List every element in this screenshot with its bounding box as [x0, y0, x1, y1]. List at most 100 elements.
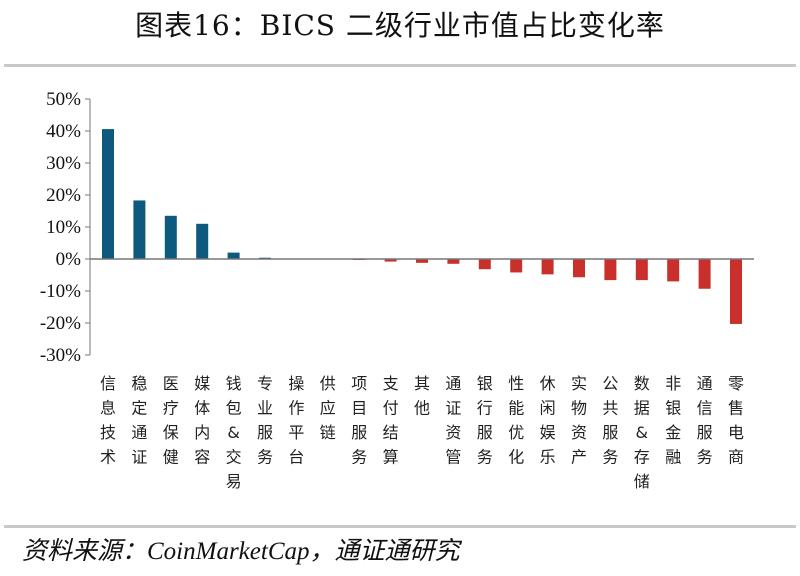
x-tick-label: 台	[288, 448, 304, 467]
x-tick-label: 电	[728, 423, 744, 442]
x-tick-label: 医	[163, 374, 179, 393]
x-tick-label: 务	[351, 448, 367, 467]
x-tick-label: 融	[665, 448, 681, 467]
x-tick-label: 服	[257, 423, 273, 442]
x-tick-label: 务	[697, 448, 713, 467]
x-tick-label: 容	[194, 448, 210, 467]
x-tick-label: 务	[257, 448, 273, 467]
x-tick-label: 专	[257, 374, 273, 393]
x-tick-label: 疗	[163, 399, 179, 418]
y-tick-label: 0%	[56, 249, 82, 270]
x-tick-label: 信	[697, 399, 713, 418]
x-tick-label: 息	[100, 399, 116, 418]
bar-chart: 50%40%30%20%10%0%-10%-20%-30%信息技术稳定通证医疗保…	[40, 89, 754, 491]
x-tick-label: 务	[477, 448, 493, 467]
bar	[698, 259, 711, 289]
x-tick-label: 证	[131, 448, 147, 467]
x-tick-label: 服	[602, 423, 618, 442]
x-tick-label: 物	[571, 399, 587, 418]
x-tick-label: 实	[571, 374, 587, 393]
x-tick-label: 业	[257, 399, 273, 418]
x-tick-label: 管	[445, 448, 461, 467]
x-tick-label: 化	[508, 448, 524, 467]
bar	[416, 259, 428, 263]
x-tick-label: 共	[602, 399, 618, 418]
bar	[604, 259, 617, 281]
x-tick-label: 付	[383, 399, 399, 418]
x-tick-label: 服	[351, 423, 367, 442]
bar	[730, 259, 742, 324]
bar	[227, 252, 240, 259]
bar	[196, 223, 209, 259]
x-tick-label: 钱	[226, 374, 242, 393]
bottom-divider	[4, 525, 796, 528]
x-tick-label: 服	[697, 423, 713, 442]
x-tick-label: 闲	[540, 399, 556, 418]
chart-title: 图表16：BICS 二级行业市值占比变化率	[135, 9, 665, 42]
x-tick-label: 能	[508, 399, 524, 418]
y-tick-label: -20%	[40, 313, 81, 334]
x-tick-label: 售	[728, 399, 744, 418]
x-tick-label: 资	[571, 423, 587, 442]
x-tick-label: 据	[634, 399, 650, 418]
bar	[667, 259, 680, 282]
x-tick-label: 金	[665, 423, 681, 442]
x-tick-label: 证	[445, 399, 461, 418]
x-tick-label: 技	[100, 423, 116, 442]
x-tick-label: 算	[383, 448, 399, 467]
x-tick-label: 银	[665, 399, 681, 418]
x-tick-label: 应	[320, 399, 336, 418]
y-tick-label: -10%	[40, 281, 81, 302]
y-tick-label: 40%	[46, 121, 81, 142]
bar	[133, 200, 146, 259]
x-tick-label: 性	[508, 374, 524, 393]
x-tick-label: 保	[163, 423, 179, 442]
x-tick-label: 其	[414, 374, 430, 393]
x-tick-label: 支	[383, 374, 399, 393]
x-tick-label: 产	[571, 448, 587, 467]
x-tick-label: 银	[477, 374, 493, 393]
y-tick-label: -30%	[40, 345, 81, 366]
x-tick-label: 媒	[194, 374, 210, 393]
x-tick-label: 商	[728, 448, 744, 467]
x-tick-label: 定	[131, 399, 147, 418]
x-tick-label: 操	[288, 374, 304, 393]
x-tick-label: 项	[351, 374, 367, 393]
x-tick-label: 健	[163, 448, 179, 467]
bar	[635, 259, 648, 281]
x-tick-label: 储	[634, 472, 650, 491]
x-tick-label: 结	[383, 423, 399, 442]
x-tick-label: 内	[194, 423, 210, 442]
x-tick-label: 体	[194, 399, 210, 418]
x-tick-label: 交	[226, 448, 242, 467]
x-tick-label: 务	[602, 448, 618, 467]
x-tick-label: 通	[697, 374, 713, 393]
x-tick-label: 公	[602, 374, 618, 393]
y-tick-label: 30%	[46, 153, 81, 174]
y-tick-label: 50%	[46, 89, 81, 110]
x-tick-label: 资	[445, 423, 461, 442]
x-tick-label: 供	[320, 374, 336, 393]
top-divider	[4, 64, 796, 67]
x-tick-label: 存	[634, 448, 650, 467]
x-tick-label: 他	[414, 399, 430, 418]
x-tick-label: 行	[477, 399, 493, 418]
x-tick-label: 零	[728, 374, 744, 393]
x-tick-label: 作	[288, 399, 304, 418]
x-tick-label: 平	[288, 423, 304, 442]
bar	[478, 259, 491, 270]
x-tick-label: 通	[131, 423, 147, 442]
x-tick-label: 包	[226, 399, 242, 418]
x-tick-label: 数	[634, 374, 650, 393]
y-tick-label: 20%	[46, 185, 81, 206]
y-tick-label: 10%	[46, 217, 81, 238]
bar	[102, 129, 114, 259]
bar	[384, 259, 397, 262]
x-tick-label: 链	[320, 423, 336, 442]
x-tick-label: 信	[100, 374, 116, 393]
x-tick-label: 优	[508, 423, 524, 442]
x-tick-label: 休	[540, 374, 556, 393]
x-tick-label: 术	[100, 448, 116, 467]
x-tick-label: &	[227, 423, 239, 442]
x-tick-label: 服	[477, 423, 493, 442]
